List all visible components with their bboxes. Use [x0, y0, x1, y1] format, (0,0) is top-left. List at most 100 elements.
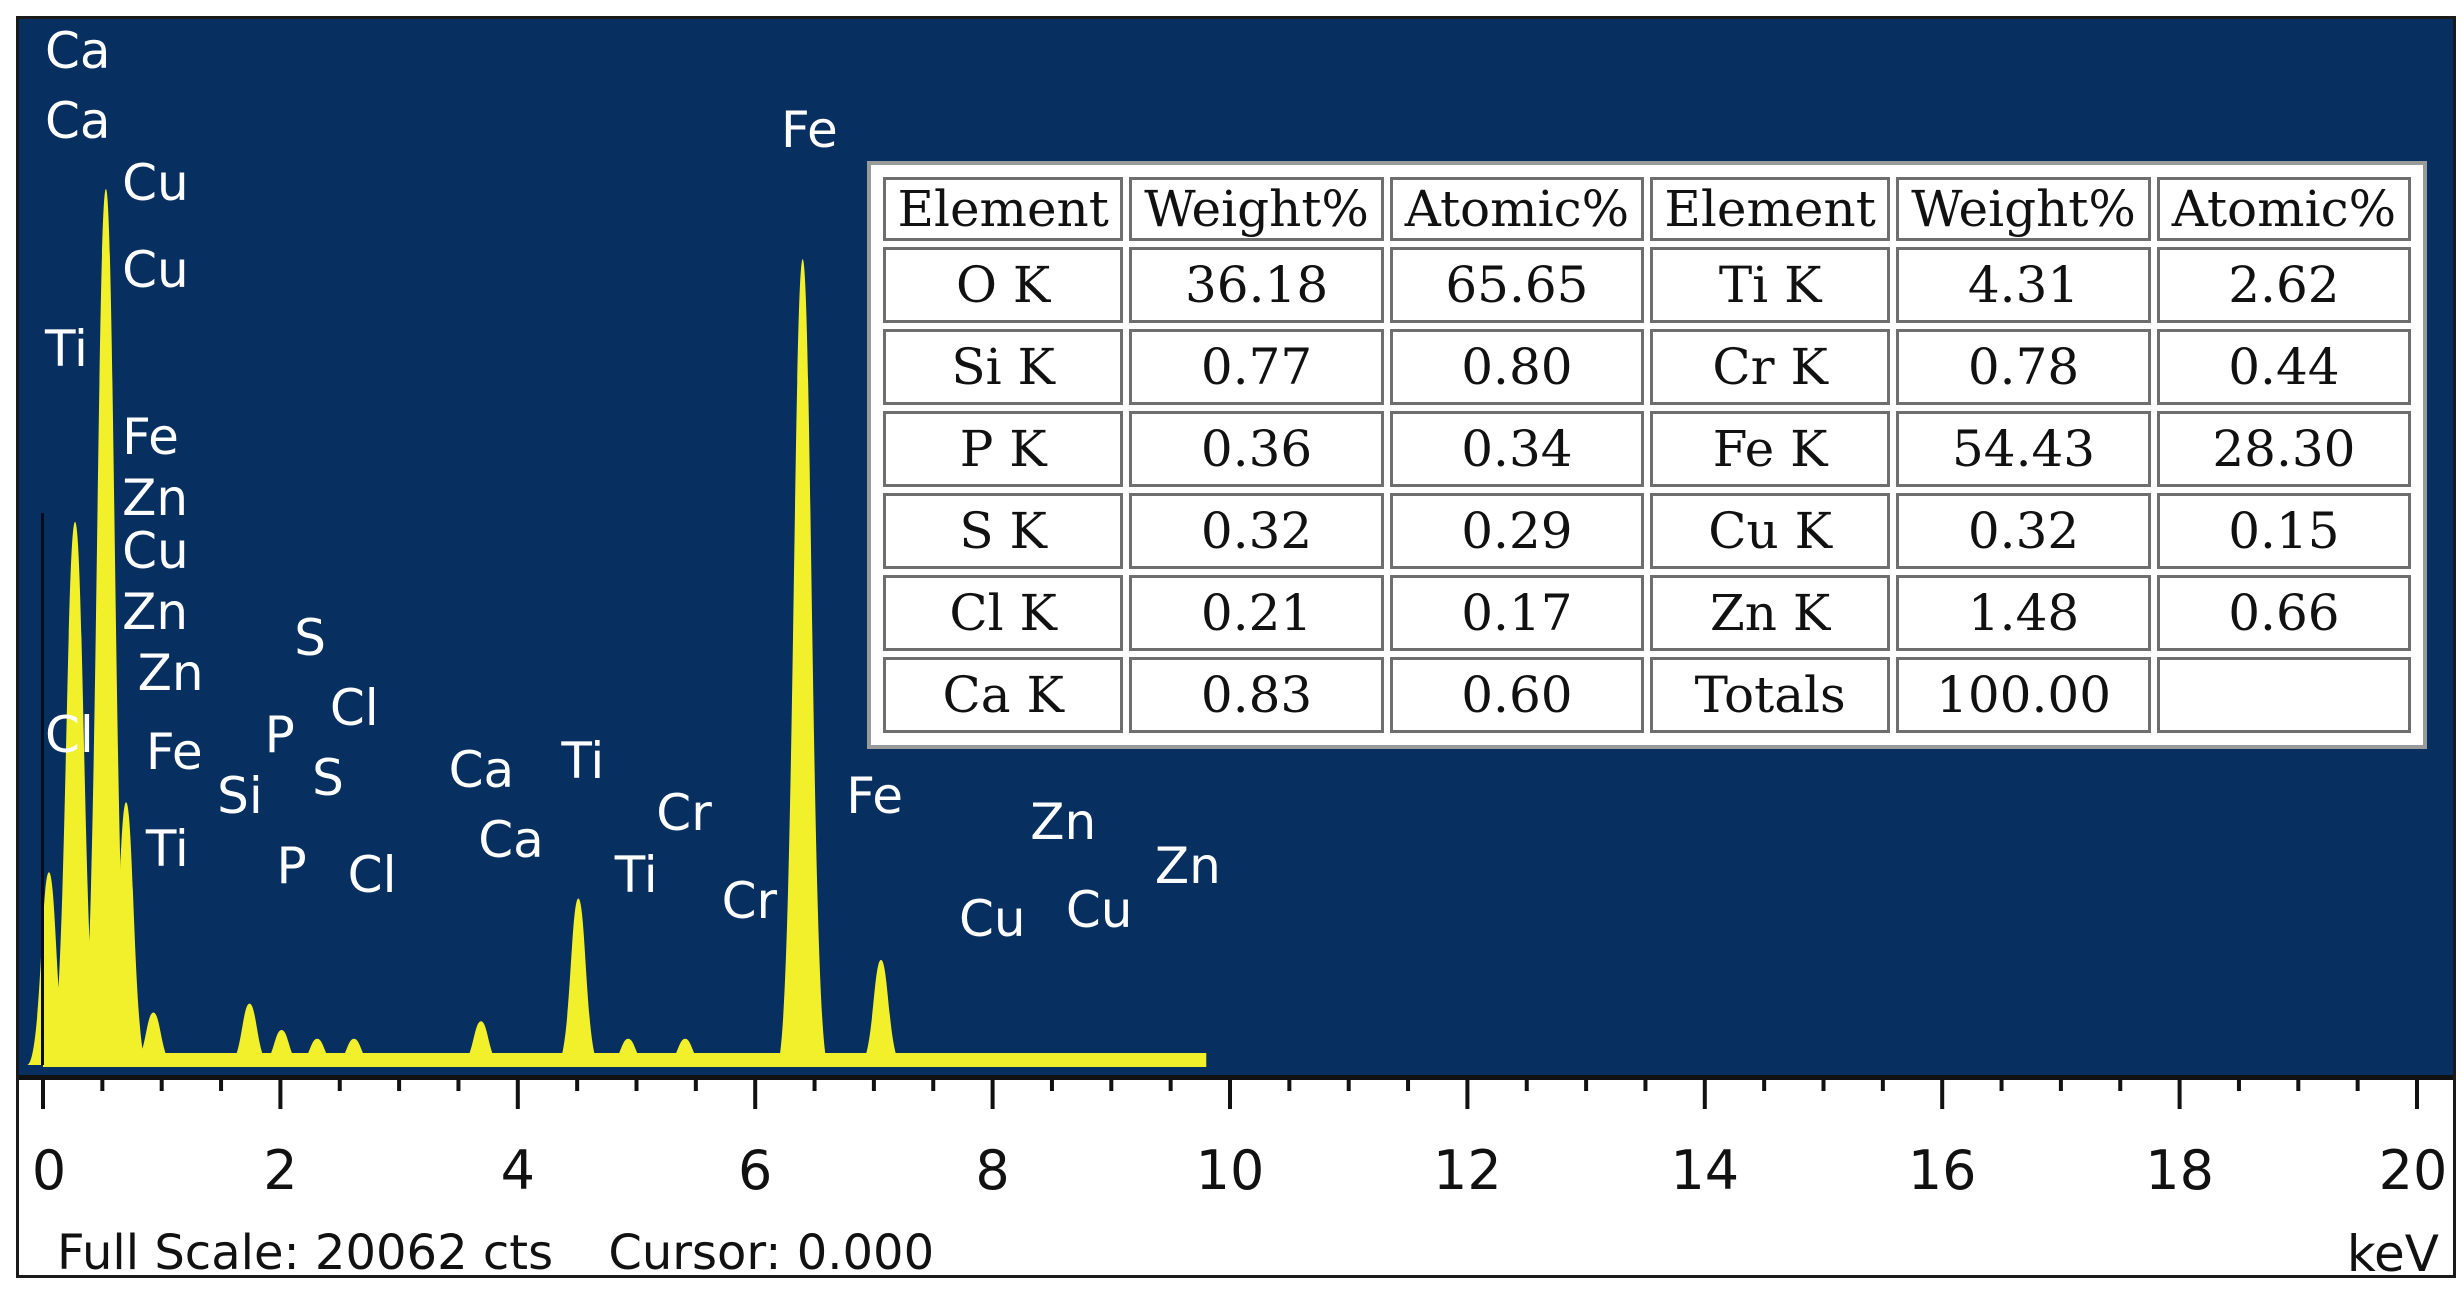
- table-cell: 65.65: [1389, 247, 1644, 323]
- x-minor-tick: [693, 1075, 698, 1091]
- table-cell: 0.44: [2156, 329, 2411, 405]
- spectrum-peak: [663, 1038, 708, 1065]
- table-cell: 0.15: [2156, 493, 2411, 569]
- peak-label: P: [264, 705, 295, 764]
- peak-label: Ca: [45, 92, 111, 151]
- peak-label: Cu: [1065, 880, 1133, 939]
- x-axis-line: [19, 1075, 2453, 1080]
- table-cell: 0.32: [1129, 493, 1384, 569]
- spectrum-peak: [79, 189, 132, 1065]
- table-header-row: Element Weight% Atomic% Element Weight% …: [883, 177, 2411, 241]
- table-row: Si K 0.77 0.80 Cr K 0.78 0.44: [883, 329, 2411, 405]
- header-atomic-1: Atomic%: [1389, 177, 1644, 241]
- table-row: O K 36.18 65.65 Ti K 4.31 2.62: [883, 247, 2411, 323]
- spectrum-peak: [104, 802, 149, 1065]
- spectrum-peak: [227, 1003, 272, 1065]
- table-cell: 2.62: [2156, 247, 2411, 323]
- spectrum-peak: [49, 521, 102, 1065]
- table-row: P K 0.36 0.34 Fe K 54.43 28.30: [883, 411, 2411, 487]
- peak-label: Zn: [137, 644, 204, 703]
- peak-label: Cr: [656, 784, 712, 843]
- table-row: S K 0.32 0.29 Cu K 0.32 0.15: [883, 493, 2411, 569]
- peak-label: Zn: [122, 583, 189, 641]
- peak-label: Ca: [448, 740, 515, 799]
- x-minor-tick: [2236, 1075, 2241, 1091]
- x-tick-label: 12: [1433, 1139, 1502, 1202]
- x-tick-label: 0: [31, 1139, 67, 1202]
- x-major-tick: [515, 1075, 520, 1109]
- x-minor-tick: [2118, 1075, 2123, 1091]
- x-minor-tick: [812, 1075, 817, 1091]
- spectrum-peak: [295, 1038, 340, 1065]
- x-major-tick: [1228, 1075, 1232, 1109]
- peak-label: Ca: [45, 22, 111, 81]
- table-cell: 0.77: [1129, 329, 1384, 405]
- spectrum-peak: [859, 959, 904, 1065]
- table-cell: Cr K: [1649, 329, 1891, 405]
- x-minor-tick: [1287, 1075, 1292, 1091]
- x-minor-tick: [337, 1075, 342, 1091]
- x-minor-tick: [1524, 1075, 1529, 1091]
- composition-table: Element Weight% Atomic% Element Weight% …: [867, 161, 2427, 749]
- spectrum-svg: [26, 189, 1207, 1067]
- full-scale-readout: Full Scale: 20062 cts: [57, 1225, 554, 1281]
- x-tick-label: 4: [500, 1139, 535, 1202]
- x-tick-label: 8: [975, 1139, 1010, 1202]
- table-cell: 0.60: [1389, 657, 1644, 733]
- spectrum-peak: [776, 259, 829, 1065]
- table-cell: 0.29: [1389, 493, 1644, 569]
- x-minor-tick: [634, 1075, 639, 1091]
- x-minor-tick: [575, 1075, 580, 1091]
- peak-label: Cl: [329, 679, 379, 738]
- peak-label: Ti: [45, 320, 88, 379]
- peak-label: Cu: [122, 153, 189, 212]
- peak-label: Ca: [478, 810, 544, 869]
- table-cell: 0.21: [1129, 575, 1384, 651]
- x-major-tick: [278, 1075, 283, 1109]
- x-minor-tick: [1584, 1075, 1589, 1091]
- x-major-tick: [1702, 1075, 1707, 1109]
- x-minor-tick: [1821, 1075, 1826, 1091]
- x-axis: 0 2 4 6 8 10 12 14 16 18 20 Full Scale: 20062 cts …: [19, 1075, 2453, 1283]
- peak-label: Fe: [145, 723, 203, 782]
- peak-label: S: [312, 749, 344, 808]
- header-weight-2: Weight%: [1896, 177, 2151, 241]
- composition-table-grid: Element Weight% Atomic% Element Weight% …: [877, 171, 2417, 739]
- table-cell: Cl K: [883, 575, 1124, 651]
- table-cell: Totals: [1649, 657, 1891, 733]
- x-minor-tick: [1406, 1075, 1411, 1091]
- table-cell: 0.66: [2156, 575, 2411, 651]
- table-cell: 0.78: [1896, 329, 2151, 405]
- x-major-tick: [753, 1075, 758, 1109]
- spectrum-peak: [131, 1012, 176, 1065]
- header-atomic-2: Atomic%: [2156, 177, 2411, 241]
- peak-label: Cl: [45, 705, 94, 764]
- header-weight-1: Weight%: [1129, 177, 1384, 241]
- x-minor-tick: [1762, 1075, 1767, 1091]
- x-minor-tick: [100, 1075, 105, 1091]
- x-tick-label: 14: [1670, 1139, 1740, 1202]
- x-minor-tick: [159, 1075, 164, 1091]
- peak-label: Cu: [958, 889, 1026, 948]
- table-cell: 0.32: [1896, 493, 2151, 569]
- peak-label: Cr: [721, 872, 778, 931]
- x-minor-tick: [219, 1075, 224, 1091]
- table-cell: Zn K: [1649, 575, 1891, 651]
- x-minor-tick: [1049, 1075, 1054, 1091]
- table-row: Cl K 0.21 0.17 Zn K 1.48 0.66: [883, 575, 2411, 651]
- table-cell: 0.80: [1389, 329, 1644, 405]
- spectrum-peak: [1046, 1056, 1091, 1065]
- peak-label: S: [294, 609, 327, 668]
- spectrum-plot-area: Ca Ca Cu Cu Ti Fe Zn Cu Zn Zn S Cl Cl Fe P Si S Ca Ti Cr Ti P…: [19, 19, 2453, 1075]
- table-cell: 0.17: [1389, 575, 1644, 651]
- table-cell: 0.36: [1129, 411, 1384, 487]
- table-cell: Ca K: [883, 657, 1124, 733]
- x-tick-label: 20: [2378, 1139, 2448, 1202]
- table-cell: 0.34: [1389, 411, 1644, 487]
- peak-label: Cl: [347, 845, 397, 904]
- peak-label: Zn: [122, 469, 189, 528]
- x-axis-svg: [19, 1075, 2453, 1109]
- peak-label: Fe: [122, 407, 179, 466]
- x-major-tick: [990, 1075, 995, 1109]
- x-major-tick: [1940, 1075, 1945, 1109]
